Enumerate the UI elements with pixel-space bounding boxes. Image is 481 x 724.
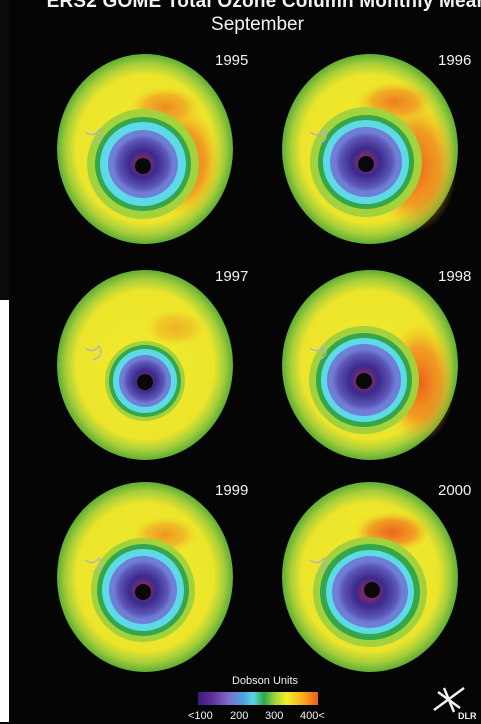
color-scale-bar <box>198 692 318 705</box>
panel-year-label: 1995 <box>215 52 249 69</box>
dlr-logo-text: DLR <box>458 711 477 721</box>
panel-year-label: 2000 <box>438 482 472 499</box>
dlr-logo-icon <box>433 686 465 713</box>
panel-year-label: 1996 <box>438 52 472 69</box>
legend-tick: 300 <box>265 710 284 722</box>
legend-title: Dobson Units <box>231 675 299 687</box>
panel-year-label: 1997 <box>215 268 249 285</box>
legend-tick: 400< <box>300 710 325 722</box>
legend-tick: <100 <box>188 710 213 722</box>
ozone-map-1999 <box>57 482 233 672</box>
panel-year-label: 1999 <box>215 482 249 499</box>
legend-ticks: <100 200 300 400< <box>188 710 348 724</box>
left-page-edge <box>0 300 9 722</box>
figure-title: ERS2 GOME Total Ozone Column Monthly Mea… <box>46 0 481 12</box>
panel-year-label: 1998 <box>438 268 472 285</box>
ozone-map-1995 <box>57 54 233 244</box>
legend-tick: 200 <box>230 710 249 722</box>
ozone-map-2000 <box>282 482 458 672</box>
ozone-map-1997 <box>57 270 233 460</box>
figure-subtitle: September <box>211 14 304 35</box>
ozone-map-1996 <box>282 54 458 244</box>
ozone-map-1998 <box>282 270 458 460</box>
